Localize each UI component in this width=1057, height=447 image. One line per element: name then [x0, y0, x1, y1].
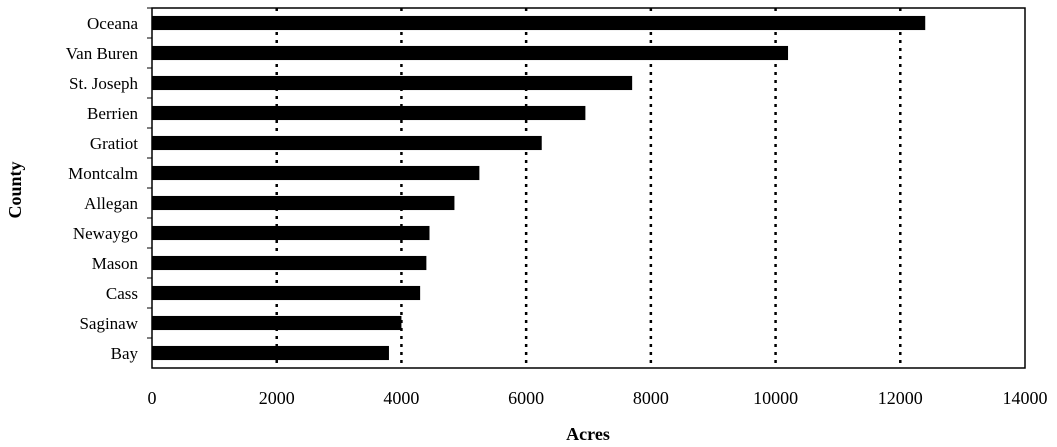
bar — [152, 315, 402, 331]
bar — [152, 75, 633, 91]
bar — [152, 105, 586, 121]
category-label: Allegan — [84, 194, 138, 213]
x-axis-ticks: 0 2000 4000 6000 8000 10000 12000 14000 — [148, 388, 1048, 408]
bar — [152, 285, 421, 301]
bar — [152, 255, 427, 271]
plot-frame — [151, 7, 1026, 369]
category-label: St. Joseph — [69, 74, 138, 93]
y-axis-title: County — [5, 161, 25, 218]
category-label: Cass — [106, 284, 138, 303]
x-tick-label: 14000 — [1003, 388, 1048, 408]
x-axis-title: Acres — [566, 424, 610, 444]
category-label: Montcalm — [68, 164, 138, 183]
gridlines — [275, 8, 902, 368]
category-label: Oceana — [87, 14, 138, 33]
x-tick-label: 10000 — [753, 388, 798, 408]
x-tick-label: 2000 — [259, 388, 295, 408]
category-label: Bay — [111, 344, 139, 363]
bar — [152, 45, 789, 61]
bar — [152, 135, 542, 151]
bar — [152, 195, 455, 211]
category-label: Newaygo — [73, 224, 138, 243]
bars — [147, 7, 926, 361]
bar — [152, 165, 480, 181]
x-tick-label: 6000 — [508, 388, 544, 408]
bar — [152, 345, 389, 361]
x-tick-label: 0 — [148, 388, 157, 408]
category-label: Berrien — [87, 104, 138, 123]
x-tick-label: 12000 — [878, 388, 923, 408]
category-label: Van Buren — [66, 44, 139, 63]
x-tick-label: 8000 — [633, 388, 669, 408]
x-tick-label: 4000 — [383, 388, 419, 408]
bar — [152, 225, 430, 241]
bar — [152, 15, 926, 31]
category-label: Gratiot — [90, 134, 138, 153]
category-label: Saginaw — [79, 314, 138, 333]
category-label: Mason — [92, 254, 139, 273]
y-axis-labels: Oceana Van Buren St. Joseph Berrien Gratiot M… — [66, 14, 139, 363]
